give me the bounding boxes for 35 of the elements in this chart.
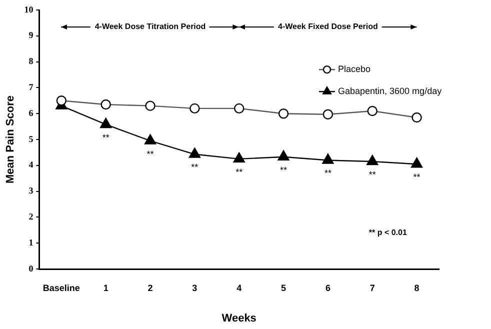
annotation: 4-Week Dose Titration Period [94, 22, 206, 32]
x-tick-label: Baseline [42, 282, 80, 293]
annotation: ** [236, 166, 244, 177]
annotation: ** [146, 148, 154, 159]
x-tick-label: 1 [103, 282, 108, 293]
annotation: 4-Week Fixed Dose Period [278, 22, 378, 32]
x-tick-label: 4 [236, 282, 242, 293]
y-tick-label: 4 [28, 160, 34, 170]
legend-label: Gabapentin, 3600 mg/day [338, 86, 442, 96]
x-axis-title: Weeks [222, 312, 256, 324]
y-axis-title: Mean Pain Score [4, 95, 17, 184]
y-tick-label: 2 [28, 212, 34, 222]
y-tick-label: 1 [28, 237, 34, 248]
y-tick-label: 6 [28, 108, 34, 118]
y-tick-label: 10 [24, 4, 34, 14]
x-tick-label: 7 [370, 282, 375, 293]
annotation: ** [368, 170, 376, 180]
annotation: ** [280, 164, 288, 175]
annotation: ** [191, 162, 199, 172]
x-tick-label: 2 [148, 282, 153, 293]
y-tick-label: 0 [28, 263, 34, 274]
y-tick-label: 9 [28, 30, 34, 40]
annotation: ** [324, 168, 332, 178]
y-tick-label: 3 [28, 186, 34, 196]
annotation: ** [413, 172, 421, 182]
legend-label: Placebo [338, 64, 371, 74]
y-tick-label: 7 [28, 82, 34, 92]
annotation: ** p < 0.01 [368, 228, 408, 237]
y-tick-label: 8 [28, 56, 34, 66]
y-tick-label: 5 [28, 134, 34, 144]
x-tick-label: 5 [281, 282, 286, 293]
annotation: ** [102, 132, 110, 142]
x-tick-label: 3 [192, 282, 198, 293]
x-tick-label: 8 [414, 282, 420, 293]
x-tick-label: 6 [325, 282, 330, 293]
